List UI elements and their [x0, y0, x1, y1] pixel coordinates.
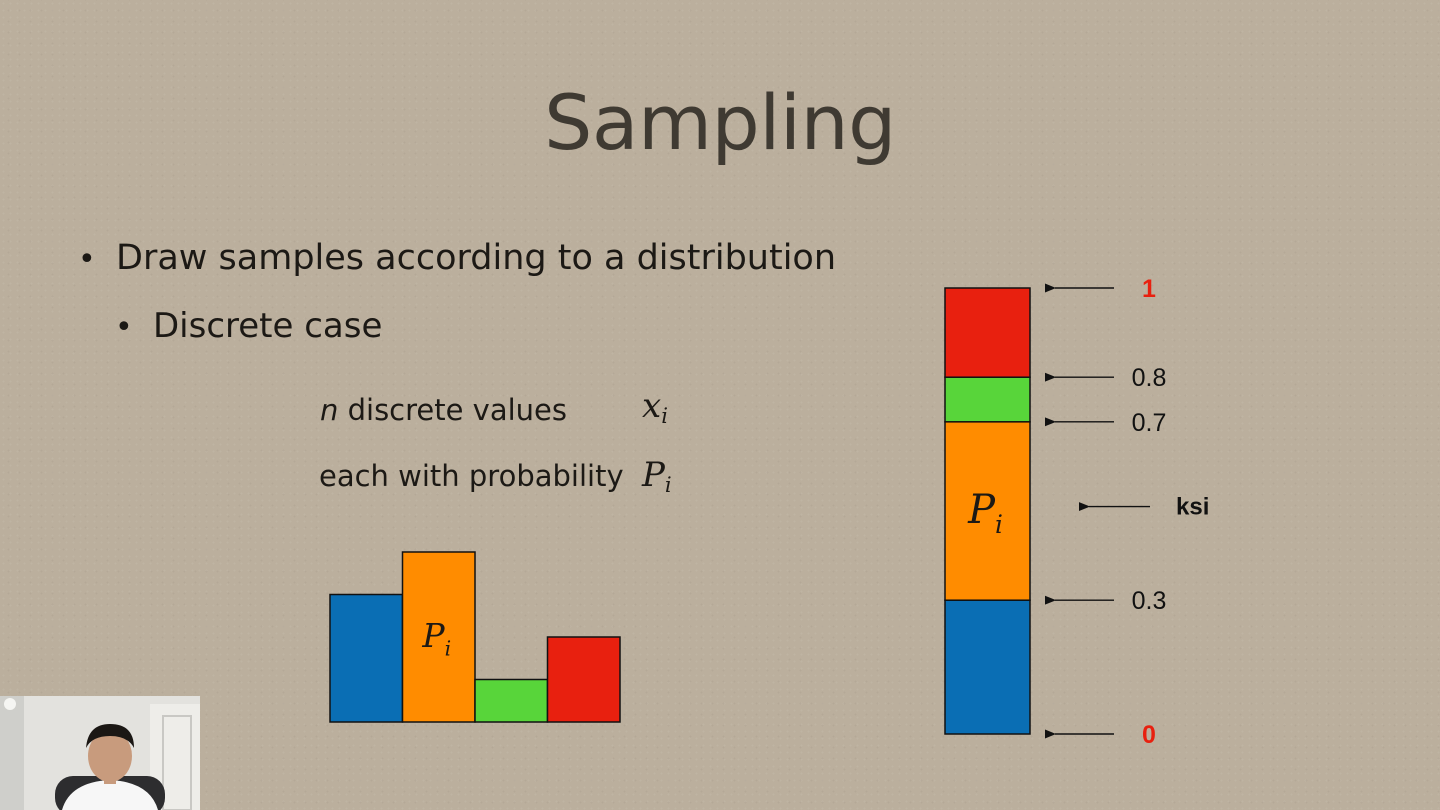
probability-bar — [329, 593, 404, 723]
cdf-segment — [944, 376, 1031, 423]
probability-bar — [546, 636, 621, 723]
x-i-symbol: xi — [642, 386, 668, 428]
p-base: P — [642, 455, 665, 495]
n-discrete-values-line: n discrete values — [320, 393, 567, 427]
discrete-values-text: discrete values — [338, 393, 568, 427]
bar-p-i-label: Pi — [421, 616, 451, 660]
x-subscript: i — [661, 402, 668, 428]
marker-label: 0.7 — [1132, 409, 1167, 437]
cdf-segment — [944, 599, 1031, 735]
cdf-segment — [944, 421, 1031, 601]
ksi-label: ksi — [1176, 494, 1209, 521]
probability-bar — [401, 551, 476, 723]
cdf-segment — [944, 287, 1031, 378]
probability-bar-chart: Pi — [329, 551, 621, 723]
bullet-discrete-case: • Discrete case — [115, 306, 383, 346]
presenter-webcam — [0, 696, 200, 810]
p-subscript: i — [664, 471, 672, 497]
marker-label: 0 — [1142, 721, 1156, 749]
bullet-dot-icon: • — [115, 310, 133, 345]
marker-label: 0.3 — [1132, 587, 1167, 615]
bullet-draw-samples: • Draw samples according to a distributi… — [78, 238, 837, 278]
marker-label: 0.8 — [1132, 364, 1167, 392]
cumulative-stack-chart: Pi 1 0.8 0.7 0.3 0 ksi — [944, 275, 1209, 749]
stack-p-i-label: Pi — [967, 487, 1003, 539]
bullet-text: Discrete case — [153, 306, 383, 346]
bullet-text: Draw samples according to a distribution — [116, 238, 837, 278]
probability-line: each with probability — [319, 459, 624, 493]
x-base: x — [642, 386, 662, 426]
presenter-image — [0, 696, 200, 810]
p-i-symbol: Pi — [642, 455, 672, 497]
marker-label: 1 — [1142, 275, 1156, 303]
probability-bar — [474, 678, 549, 723]
bullet-dot-icon: • — [78, 242, 96, 277]
n-variable: n — [320, 393, 339, 427]
slide-title: Sampling — [544, 78, 896, 167]
